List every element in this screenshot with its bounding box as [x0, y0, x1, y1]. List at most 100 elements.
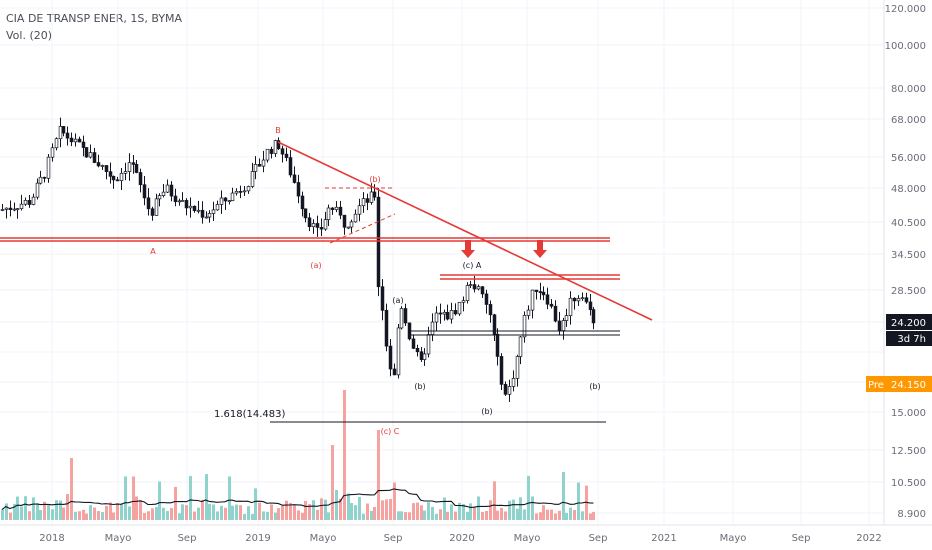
pre-market-badge: Pre 24.150 — [866, 376, 932, 392]
candle-body — [250, 171, 255, 187]
volume-bar — [43, 501, 46, 520]
volume-bar — [281, 505, 284, 520]
candle-body — [234, 191, 239, 194]
candle-body — [108, 171, 113, 177]
candle-body — [330, 207, 335, 210]
volume-bar — [235, 504, 238, 520]
candle-body — [468, 284, 473, 286]
candle-body — [422, 353, 427, 360]
candle-body — [307, 217, 312, 228]
volume-bar — [370, 510, 373, 520]
candle-body — [84, 147, 89, 158]
candle-body — [257, 164, 262, 167]
volume-bar — [335, 489, 338, 520]
candle-body — [115, 179, 120, 182]
volume-bar — [20, 506, 23, 520]
volume-bar — [28, 511, 31, 520]
volume-bar — [404, 512, 407, 520]
volume-bar — [185, 505, 188, 520]
candle-body — [280, 148, 285, 155]
candle-body — [564, 315, 569, 321]
y-tick-label: 12.500 — [891, 446, 926, 457]
candle-body — [511, 378, 516, 387]
volume-bar — [496, 510, 499, 520]
countdown-bg — [886, 331, 932, 346]
volume-bar — [500, 507, 503, 520]
candle-body — [488, 304, 493, 316]
candle-body — [499, 356, 504, 385]
candle-body — [449, 310, 454, 320]
volume-bar — [577, 482, 580, 520]
volume-bar — [531, 496, 534, 520]
candle-body — [4, 207, 9, 210]
volume-bar — [581, 511, 584, 520]
candle-body — [215, 204, 220, 211]
volume-bar — [512, 499, 515, 520]
channel-lower — [329, 213, 396, 244]
candle-body — [396, 327, 401, 376]
volume-bar — [285, 500, 288, 520]
candle-body — [261, 159, 266, 167]
candle-body — [457, 301, 462, 315]
grid — [0, 0, 884, 525]
candle-body — [376, 196, 381, 288]
volume-bar — [112, 512, 115, 520]
volume-bar — [274, 512, 277, 520]
candle-body — [561, 320, 566, 331]
volume-indicator-label[interactable]: Vol. (20) — [6, 29, 53, 42]
volume-bar — [312, 500, 315, 520]
candle-body — [180, 200, 185, 202]
candle-body — [399, 308, 404, 329]
volume-bar — [197, 507, 200, 520]
candle-body — [403, 308, 408, 324]
volume-bar — [377, 430, 380, 520]
candle-body — [357, 205, 362, 215]
volume-bar — [562, 472, 565, 520]
volume-bar — [93, 507, 96, 520]
time-axis[interactable]: 2018 Mayo Sep 2019 Mayo Sep 2020 Mayo Sep 2021 May… — [0, 524, 932, 544]
candle-body — [576, 298, 581, 302]
volume-bar — [39, 509, 42, 520]
volume-bar — [485, 510, 488, 520]
x-tick-label: 2021 — [651, 533, 676, 544]
arrow-down-icon — [465, 240, 471, 250]
candle-body — [31, 196, 36, 205]
volume-bar — [13, 503, 16, 520]
candle-body — [461, 300, 466, 303]
candle-body — [169, 184, 174, 197]
wave-label: (b) — [414, 382, 425, 391]
candle-body — [138, 172, 143, 186]
volume-bars — [1, 390, 595, 520]
volume-bar — [592, 511, 595, 520]
volume-bar — [473, 506, 476, 520]
volume-bar — [316, 509, 319, 520]
candle-body — [465, 285, 470, 302]
candle-body — [430, 321, 435, 335]
wave-label: (b) — [589, 382, 600, 391]
candle-body — [253, 164, 258, 172]
volume-bar — [412, 503, 415, 520]
candle-body — [284, 153, 289, 158]
candle-body — [200, 209, 205, 218]
candle-body — [369, 191, 374, 203]
candle-body — [119, 172, 124, 182]
candle-body — [192, 205, 197, 211]
candle-body — [142, 184, 147, 199]
volume-bar — [589, 513, 592, 520]
candle-body — [230, 192, 235, 201]
volume-bar — [366, 503, 369, 520]
candle-body — [584, 297, 589, 303]
price-axis[interactable]: 120.000 100.000 80.000 68.000 56.000 48.000 40… — [866, 0, 932, 525]
volume-bar — [420, 505, 423, 520]
candle-body — [472, 284, 477, 290]
volume-bar — [109, 502, 112, 520]
x-tick-label: Mayo — [514, 533, 541, 544]
candle-body — [288, 157, 293, 176]
candle-body — [188, 205, 193, 209]
candle-body — [269, 148, 274, 154]
volume-bar — [151, 508, 154, 520]
volume-bar — [1, 509, 4, 520]
candle-body — [61, 126, 66, 134]
volume-bar — [201, 499, 204, 520]
